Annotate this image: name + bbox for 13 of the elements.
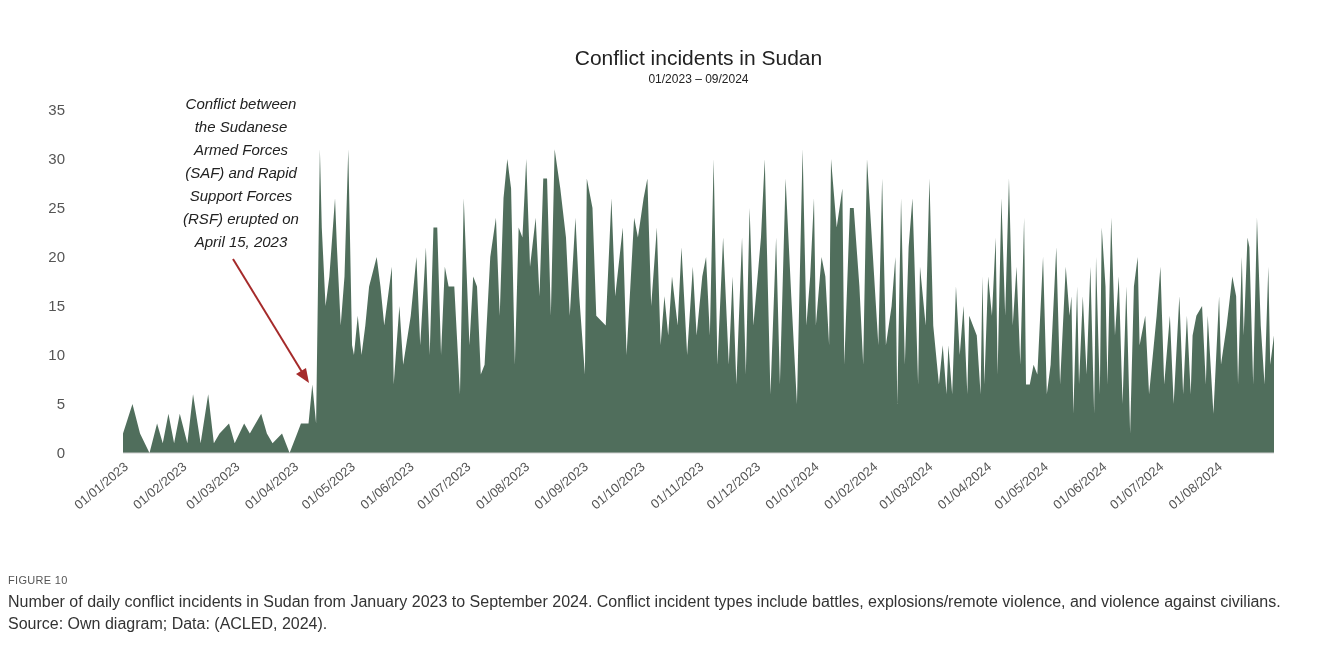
y-tick-label: 0 <box>56 444 65 462</box>
y-tick-label: 5 <box>56 395 65 413</box>
y-tick-label: 20 <box>48 248 65 266</box>
annotation: Conflict between the Sudanese Armed Forces (SAF) and Rapid Support Forces (RSF) erupted on April 15, 2023 <box>182 94 300 252</box>
caption: FIGURE 10 <box>8 574 68 586</box>
chart-subtitle: 01/2023 – 09/2024 <box>647 72 750 86</box>
y-tick-label: 10 <box>48 346 65 364</box>
text: Number of daily conflict incidents in Sudan from January 2023 to September 2024. Conflict incident types include battles, explosions/remote violence, and violence against civilians. Source: Own diagram; Data: (ACLED, 2024). <box>8 592 1282 634</box>
y-tick-label: 35 <box>48 101 65 119</box>
y-tick-label: 25 <box>48 199 65 217</box>
y-tick-label: 30 <box>48 150 65 168</box>
y-tick-label: 15 <box>48 297 65 315</box>
chart-title: Conflict incidents in Sudan <box>573 46 824 70</box>
